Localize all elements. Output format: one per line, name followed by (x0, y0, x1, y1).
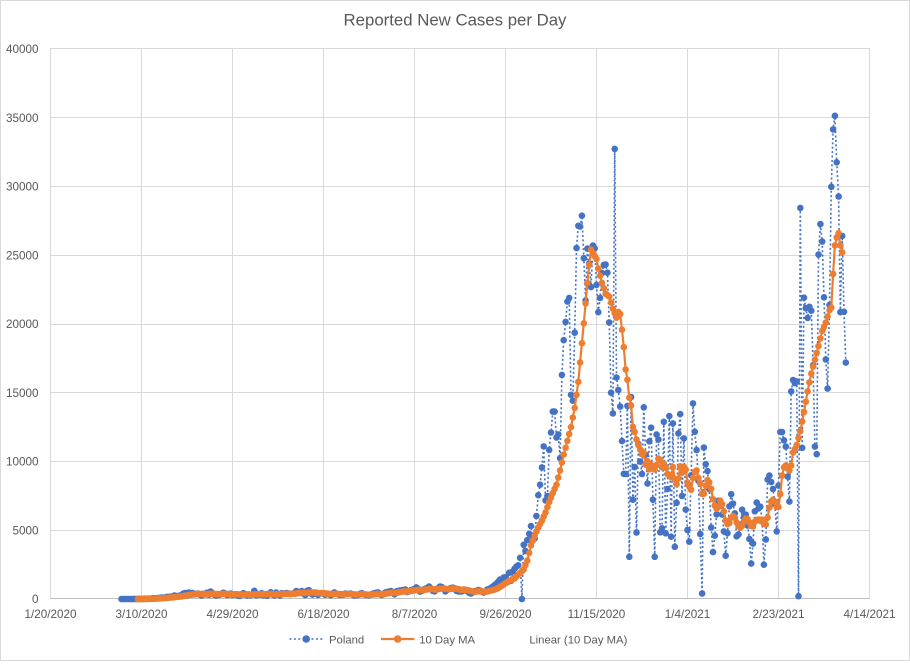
svg-text:2/23/2021: 2/23/2021 (753, 608, 805, 621)
svg-text:Reported New Cases per Day: Reported New Cases per Day (344, 11, 568, 30)
svg-text:Poland: Poland (329, 634, 364, 646)
svg-text:10 Day MA: 10 Day MA (419, 634, 475, 646)
svg-text:9/26/2020: 9/26/2020 (480, 608, 532, 621)
svg-text:8/7/2020: 8/7/2020 (392, 608, 438, 621)
svg-text:6/18/2020: 6/18/2020 (298, 608, 350, 621)
svg-text:25000: 25000 (6, 249, 39, 262)
svg-text:15000: 15000 (6, 387, 39, 400)
svg-text:10000: 10000 (6, 456, 39, 469)
svg-text:35000: 35000 (6, 112, 39, 125)
svg-text:1/20/2020: 1/20/2020 (25, 608, 77, 621)
svg-text:4/14/2021: 4/14/2021 (844, 608, 896, 621)
svg-text:Linear (10 Day MA): Linear (10 Day MA) (529, 634, 627, 646)
svg-text:4/29/2020: 4/29/2020 (207, 608, 259, 621)
svg-text:30000: 30000 (6, 181, 39, 194)
svg-text:11/15/2020: 11/15/2020 (568, 608, 626, 621)
svg-text:20000: 20000 (6, 318, 39, 331)
svg-text:40000: 40000 (6, 43, 39, 56)
svg-text:5000: 5000 (12, 524, 39, 537)
svg-text:3/10/2020: 3/10/2020 (116, 608, 168, 621)
svg-text:1/4/2021: 1/4/2021 (665, 608, 711, 621)
svg-text:0: 0 (32, 593, 39, 606)
